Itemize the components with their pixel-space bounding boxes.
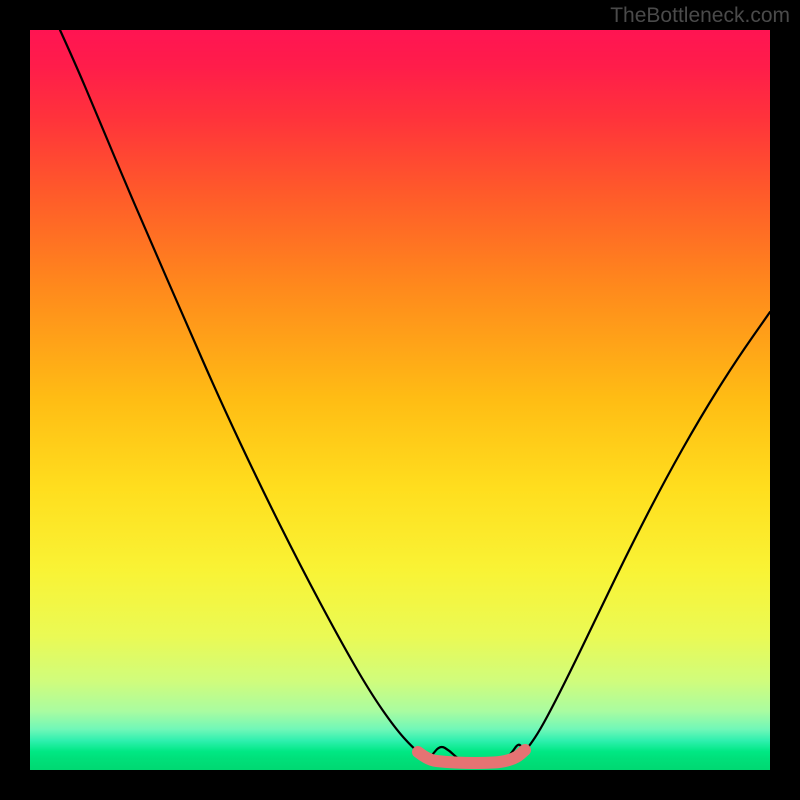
frame-bottom [0,770,800,800]
bottleneck-chart: TheBottleneck.com [0,0,800,800]
frame-left [0,0,30,800]
gradient-background [30,30,770,770]
chart-canvas [0,0,800,800]
watermark-text: TheBottleneck.com [610,4,790,28]
frame-right [770,0,800,800]
